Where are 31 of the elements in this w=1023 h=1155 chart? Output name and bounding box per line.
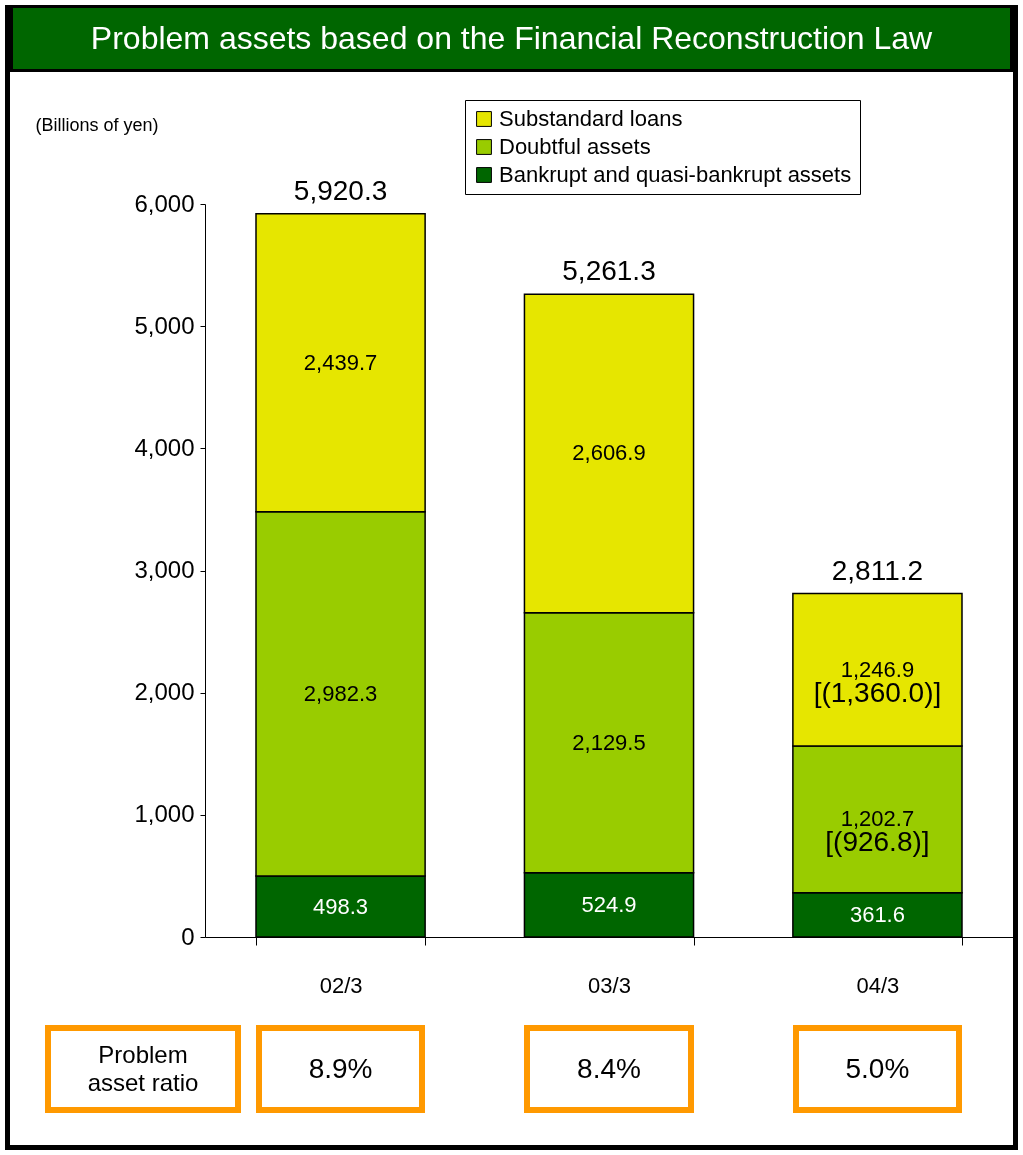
y-tick-label: 6,000 bbox=[134, 189, 195, 217]
y-tick-label: 2,000 bbox=[134, 678, 195, 706]
legend-label: Substandard loans bbox=[499, 106, 683, 131]
data-label: 1,246.9 bbox=[840, 656, 915, 682]
text: 8.9% bbox=[256, 1025, 426, 1113]
text: 8.4% bbox=[524, 1025, 694, 1113]
data-label: 2,606.9 bbox=[572, 440, 646, 466]
text: 5.0% bbox=[792, 1025, 962, 1113]
total-label: 5,920.3 bbox=[293, 174, 388, 206]
data-label: 524.9 bbox=[581, 891, 637, 917]
x-tick-label: 02/3 bbox=[319, 972, 363, 998]
y-tick-label: 3,000 bbox=[134, 556, 195, 583]
data-label: 2,439.7 bbox=[303, 349, 378, 375]
data-label: 498.3 bbox=[313, 893, 369, 919]
y-tick-label: 1,000 bbox=[134, 800, 195, 828]
y-tick-label: 5,000 bbox=[134, 311, 195, 339]
y-axis-title: (Billions of yen) bbox=[35, 114, 159, 135]
chart-title: Problem assets based on the Financial Reconstruction Law bbox=[10, 5, 1013, 72]
data-label: 2,129.5 bbox=[572, 729, 646, 755]
data-label: 361.6 bbox=[849, 901, 905, 927]
data-label: 1,202.7 bbox=[840, 806, 915, 832]
total-label: 5,261.3 bbox=[562, 255, 656, 287]
text: Problem asset ratio bbox=[45, 1025, 241, 1113]
legend-label: Bankrupt and quasi-bankrupt assets bbox=[499, 162, 852, 187]
y-tick-label: 0 bbox=[181, 922, 195, 950]
y-tick-label: 4,000 bbox=[134, 433, 195, 461]
x-tick-label: 04/3 bbox=[856, 972, 900, 998]
data-label: 2,982.3 bbox=[303, 680, 378, 706]
legend-label: Doubtful assets bbox=[499, 134, 651, 159]
total-label: 2,811.2 bbox=[831, 554, 924, 586]
x-tick-label: 03/3 bbox=[588, 972, 631, 998]
